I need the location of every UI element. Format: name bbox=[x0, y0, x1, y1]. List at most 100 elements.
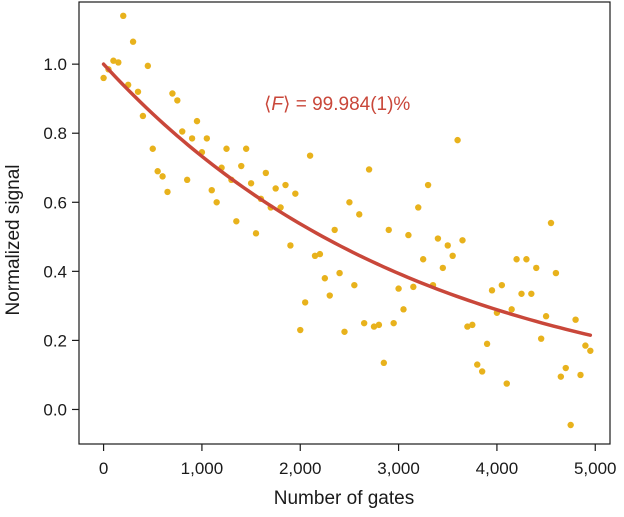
data-point bbox=[385, 226, 392, 234]
fidelity-annotation: ⟨F⟩ = 99.984(1)% bbox=[264, 94, 410, 115]
data-point bbox=[129, 38, 137, 45]
data-point bbox=[469, 321, 476, 329]
y-tick-label: 0.2 bbox=[43, 331, 67, 350]
y-tick-label: 1.0 bbox=[43, 55, 67, 74]
data-point bbox=[149, 145, 156, 152]
annotation-value: ⟩ = 99.984(1)% bbox=[283, 94, 410, 115]
data-point bbox=[523, 256, 530, 263]
data-point bbox=[301, 299, 309, 306]
data-point bbox=[365, 166, 373, 173]
data-point bbox=[292, 190, 299, 197]
y-tick-label: 0.6 bbox=[43, 193, 67, 212]
data-point bbox=[169, 90, 176, 97]
data-point bbox=[567, 421, 574, 429]
data-point bbox=[110, 57, 117, 64]
data-point bbox=[513, 256, 520, 263]
data-point bbox=[100, 74, 107, 82]
data-point bbox=[188, 135, 196, 142]
data-point bbox=[577, 371, 584, 379]
data-point bbox=[415, 204, 422, 211]
data-point bbox=[434, 235, 442, 242]
data-point bbox=[449, 252, 456, 260]
x-tick-label: 5,000 bbox=[574, 459, 617, 478]
x-tick-label: 0 bbox=[99, 459, 108, 478]
data-point bbox=[474, 361, 481, 368]
data-point bbox=[405, 231, 412, 239]
data-point bbox=[120, 12, 127, 20]
data-point bbox=[242, 145, 250, 152]
data-point bbox=[395, 285, 402, 292]
data-point bbox=[478, 368, 486, 375]
data-point bbox=[498, 281, 506, 289]
y-tick-label: 0.0 bbox=[43, 400, 67, 419]
data-point bbox=[139, 112, 147, 120]
data-point bbox=[183, 176, 191, 184]
data-point bbox=[356, 211, 363, 218]
data-point bbox=[459, 237, 466, 244]
data-point bbox=[213, 199, 220, 206]
data-point bbox=[518, 290, 525, 297]
data-point bbox=[508, 306, 515, 313]
data-point bbox=[164, 188, 171, 196]
data-point bbox=[311, 252, 319, 260]
data-point bbox=[444, 242, 451, 249]
data-point bbox=[587, 347, 594, 354]
data-point bbox=[360, 319, 368, 327]
data-point bbox=[488, 287, 496, 294]
data-point bbox=[179, 128, 186, 135]
data-point bbox=[424, 181, 432, 189]
data-point bbox=[316, 250, 324, 258]
data-point bbox=[272, 185, 279, 192]
data-point bbox=[454, 136, 461, 144]
data-point bbox=[252, 230, 260, 237]
data-point bbox=[370, 323, 378, 330]
data-point bbox=[375, 321, 383, 329]
data-point bbox=[341, 328, 348, 335]
data-point bbox=[233, 218, 240, 225]
data-point bbox=[547, 219, 555, 227]
fit-curve bbox=[101, 62, 593, 337]
data-point bbox=[557, 373, 565, 380]
data-point bbox=[287, 242, 294, 249]
data-point bbox=[223, 145, 230, 152]
data-point bbox=[159, 173, 166, 180]
data-point bbox=[552, 269, 560, 277]
data-point bbox=[331, 226, 338, 234]
data-points bbox=[100, 12, 594, 429]
data-point bbox=[439, 264, 447, 272]
data-point bbox=[572, 316, 579, 323]
data-point bbox=[282, 181, 289, 189]
data-point bbox=[144, 62, 152, 70]
y-tick-label: 0.8 bbox=[43, 124, 67, 143]
data-point bbox=[390, 319, 397, 327]
data-point bbox=[262, 169, 270, 177]
data-point bbox=[306, 152, 314, 159]
data-point bbox=[134, 88, 142, 95]
data-point bbox=[542, 313, 550, 320]
data-point bbox=[537, 335, 545, 342]
data-point bbox=[400, 306, 407, 313]
x-tick-label: 2,000 bbox=[279, 459, 322, 478]
plot-frame bbox=[78, 1, 611, 445]
data-point bbox=[154, 168, 161, 175]
data-point bbox=[582, 342, 589, 349]
data-point bbox=[174, 97, 181, 104]
annotation-prefix: ⟨ bbox=[264, 94, 271, 115]
x-tick-label: 4,000 bbox=[476, 459, 519, 478]
data-point bbox=[115, 59, 122, 66]
data-point bbox=[297, 326, 304, 334]
data-point bbox=[483, 340, 491, 348]
y-tick-label: 0.4 bbox=[43, 262, 67, 281]
annotation-variable: F bbox=[271, 94, 284, 115]
data-point bbox=[336, 269, 343, 277]
x-tick-label: 1,000 bbox=[181, 459, 224, 478]
data-point bbox=[203, 135, 211, 142]
x-tick-label: 3,000 bbox=[377, 459, 420, 478]
y-axis: 0.0 0.2 0.4 0.6 0.8 1.0 bbox=[43, 55, 79, 419]
x-axis-label: Number of gates bbox=[274, 488, 414, 509]
data-point bbox=[380, 359, 388, 367]
x-axis: 0 1,000 2,000 3,000 4,000 5,000 bbox=[99, 444, 617, 478]
data-point bbox=[326, 292, 333, 299]
data-point bbox=[321, 275, 329, 282]
